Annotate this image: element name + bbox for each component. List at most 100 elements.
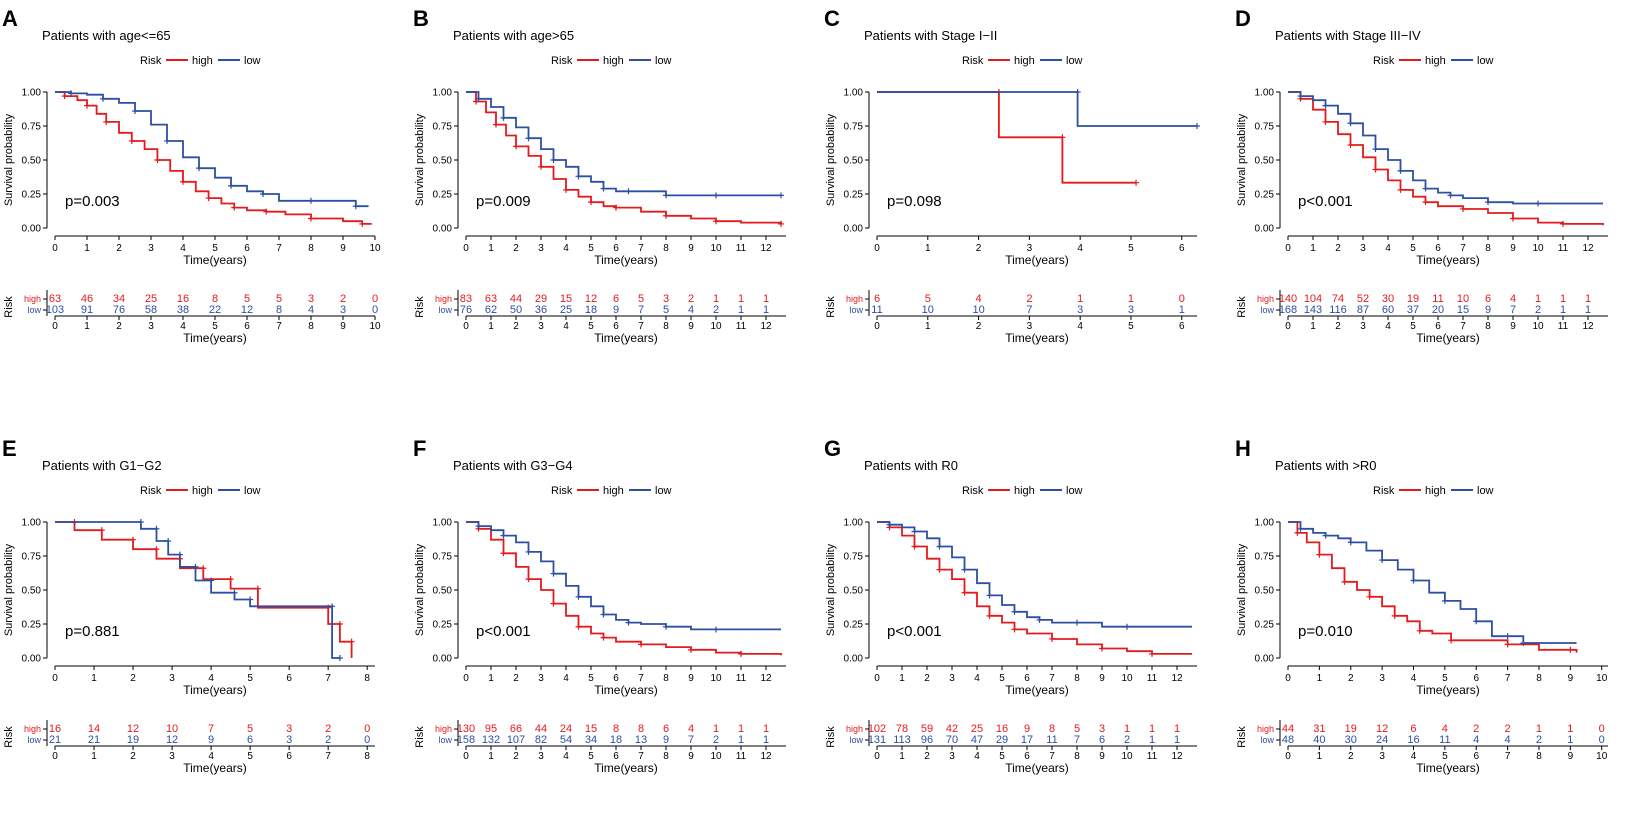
risk-count-high: 6 xyxy=(663,723,669,735)
risk-count-high: 25 xyxy=(971,723,983,735)
censor-mark-low xyxy=(208,577,215,584)
risk-count-high: 1 xyxy=(1149,723,1155,735)
x-tick-label: 7 xyxy=(638,243,644,254)
risk-count-high: 42 xyxy=(946,723,958,735)
risk-x-tick-label: 8 xyxy=(1074,751,1080,762)
x-tick-label: 6 xyxy=(1473,673,1479,684)
risk-count-high: 59 xyxy=(921,723,933,735)
x-tick-label: 0 xyxy=(874,673,880,684)
x-tick-label: 2 xyxy=(976,243,982,254)
y-tick-label: 0.75 xyxy=(1255,552,1275,563)
p-value: p<0.001 xyxy=(476,623,531,640)
risk-x-tick-label: 2 xyxy=(513,751,519,762)
risk-x-tick-label: 6 xyxy=(1179,321,1185,332)
y-tick-label: 0.00 xyxy=(1255,654,1275,665)
censor-mark-low xyxy=(936,543,943,550)
censor-mark-low xyxy=(713,192,719,199)
risk-table-y-label: Risk xyxy=(414,726,426,748)
risk-count-high: 2 xyxy=(1505,723,1511,735)
risk-count-high: 66 xyxy=(510,723,522,735)
x-tick-label: 6 xyxy=(1179,243,1185,254)
x-tick-label: 8 xyxy=(663,673,669,684)
censor-mark-high xyxy=(227,576,234,583)
risk-count-high: 1 xyxy=(1585,293,1591,305)
x-tick-label: 0 xyxy=(874,243,880,254)
risk-count-high: 29 xyxy=(535,293,547,305)
risk-x-tick-label: 8 xyxy=(663,321,669,332)
censor-mark-low xyxy=(525,548,532,555)
censor-mark-low xyxy=(886,521,893,528)
risk-count-high: 11 xyxy=(1432,293,1443,305)
risk-count-high: 12 xyxy=(585,293,597,305)
censor-mark-high xyxy=(1294,529,1301,536)
censor-mark-high xyxy=(1567,646,1574,653)
censor-mark-low xyxy=(575,593,582,600)
risk-count-high: 3 xyxy=(663,293,669,305)
censor-mark-high xyxy=(130,536,137,543)
y-tick-label: 1.00 xyxy=(1255,518,1275,529)
x-axis-label: Time(years) xyxy=(594,683,658,697)
risk-count-high: 30 xyxy=(1382,293,1394,305)
risk-count-low: 20 xyxy=(1432,304,1444,316)
risk-row-label-low: low xyxy=(849,735,863,745)
x-tick-label: 5 xyxy=(247,673,253,684)
risk-count-low: 0 xyxy=(364,734,370,746)
risk-row-label-low: low xyxy=(849,305,863,315)
risk-count-high: 1 xyxy=(1536,723,1542,735)
censor-mark-high xyxy=(936,566,943,573)
censor-mark-high xyxy=(550,600,557,607)
y-tick-label: 0.50 xyxy=(22,586,42,597)
censor-mark-high xyxy=(84,102,90,109)
x-tick-label: 3 xyxy=(538,673,544,684)
risk-x-tick-label: 3 xyxy=(169,751,175,762)
x-tick-label: 10 xyxy=(710,243,722,254)
x-tick-label: 6 xyxy=(613,673,619,684)
y-tick-label: 0.00 xyxy=(22,224,42,235)
risk-count-high: 16 xyxy=(177,293,189,305)
risk-count-high: 1 xyxy=(1560,293,1566,305)
risk-count-low: 1 xyxy=(1149,734,1155,746)
risk-count-low: 7 xyxy=(1026,304,1032,316)
risk-count-high: 2 xyxy=(1473,723,1479,735)
risk-x-tick-label: 1 xyxy=(488,321,494,332)
y-tick-label: 0.50 xyxy=(844,156,864,167)
y-tick-label: 0.50 xyxy=(22,156,42,167)
risk-count-low: 47 xyxy=(971,734,983,746)
x-tick-label: 0 xyxy=(52,243,58,254)
censor-mark-high xyxy=(1059,134,1066,141)
risk-count-high: 44 xyxy=(535,723,547,735)
risk-x-tick-label: 1 xyxy=(1317,751,1323,762)
censor-mark-low xyxy=(1036,616,1043,623)
risk-count-high: 5 xyxy=(276,293,282,305)
x-tick-label: 2 xyxy=(130,673,136,684)
risk-table-y-label: Risk xyxy=(3,726,15,748)
risk-count-high: 12 xyxy=(127,723,139,735)
x-tick-label: 10 xyxy=(1121,673,1133,684)
censor-mark-high xyxy=(263,208,270,215)
risk-count-high: 5 xyxy=(1074,723,1080,735)
risk-row-label-low: low xyxy=(27,735,41,745)
y-tick-label: 0.75 xyxy=(433,552,453,563)
risk-count-low: 24 xyxy=(1376,734,1388,746)
panel-letter: B xyxy=(413,6,429,31)
censor-mark-high xyxy=(613,204,619,211)
risk-count-low: 12 xyxy=(166,734,178,746)
risk-x-tick-label: 8 xyxy=(364,751,370,762)
risk-x-axis-label: Time(years) xyxy=(594,761,658,775)
censor-mark-high xyxy=(1149,650,1155,657)
risk-count-low: 8 xyxy=(276,304,282,316)
risk-count-high: 46 xyxy=(81,293,93,305)
risk-x-axis-label: Time(years) xyxy=(1416,331,1480,345)
censor-mark-low xyxy=(1473,618,1480,625)
censor-mark-high xyxy=(1510,215,1516,222)
censor-mark-low xyxy=(336,655,343,661)
censor-mark-low xyxy=(1347,539,1354,546)
y-tick-label: 0.75 xyxy=(1255,122,1275,133)
censor-mark-low xyxy=(1441,597,1448,604)
p-value: p=0.003 xyxy=(65,193,120,210)
